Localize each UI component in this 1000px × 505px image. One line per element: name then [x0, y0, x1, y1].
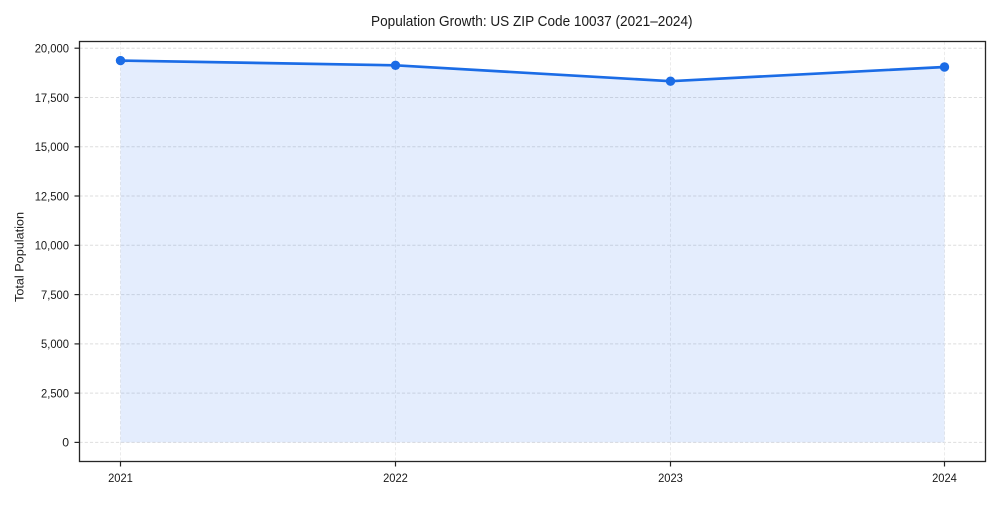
svg-text:2024: 2024: [932, 471, 957, 485]
svg-text:10,000: 10,000: [35, 239, 69, 253]
svg-text:Population Growth: US ZIP Code: Population Growth: US ZIP Code 10037 (20…: [371, 13, 693, 30]
svg-text:2,500: 2,500: [41, 386, 69, 400]
svg-text:5,000: 5,000: [41, 337, 69, 351]
svg-text:7,500: 7,500: [41, 288, 69, 302]
svg-text:12,500: 12,500: [35, 189, 69, 203]
svg-text:15,000: 15,000: [35, 140, 69, 154]
svg-text:20,000: 20,000: [35, 42, 69, 56]
svg-text:0: 0: [62, 436, 69, 450]
svg-text:17,500: 17,500: [35, 91, 69, 105]
svg-text:2023: 2023: [658, 471, 683, 485]
svg-text:Total Population: Total Population: [13, 212, 27, 302]
svg-text:2021: 2021: [108, 471, 133, 485]
svg-text:2022: 2022: [383, 471, 408, 485]
